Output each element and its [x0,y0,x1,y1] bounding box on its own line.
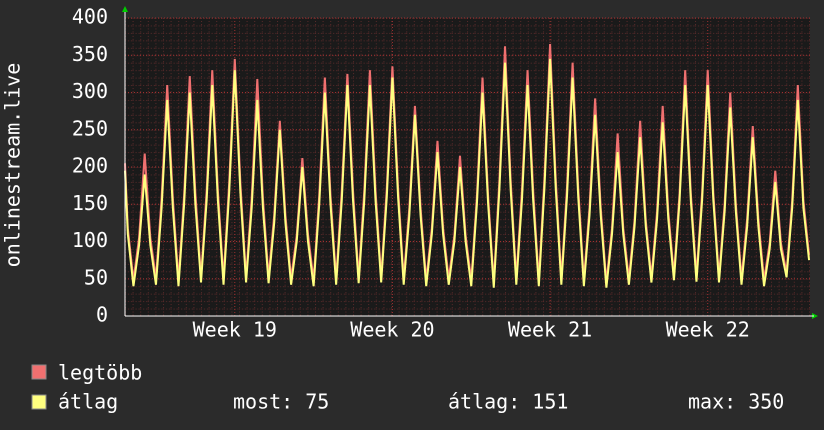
stat-average: átlag: 151 [448,390,568,414]
y-tick-label: 100 [72,228,108,252]
y-axis-label: onlinestream.live [1,63,25,268]
legend-label: legtöbb [58,361,142,385]
series-line [124,58,811,288]
legend-swatch [31,364,47,380]
legend-swatch [31,394,47,410]
y-tick-label: 350 [72,42,108,66]
y-tick-label: 300 [72,79,108,103]
x-tick-label: Week 19 [193,318,277,342]
x-tick-label: Week 21 [508,318,592,342]
y-tick-label: 250 [72,116,108,140]
x-tick-label: Week 22 [666,318,750,342]
stat-maximum: max: 350 [688,390,784,414]
stat-current: most: 75 [233,390,329,414]
axis-arrow [122,6,128,12]
y-tick-label: 0 [96,303,108,327]
legend-label: átlag [58,390,118,414]
axis-arrow [812,313,818,319]
y-tick-label: 50 [84,265,108,289]
y-tick-label: 400 [72,5,108,29]
y-tick-label: 150 [72,191,108,215]
y-tick-label: 200 [72,154,108,178]
x-tick-label: Week 20 [350,318,434,342]
